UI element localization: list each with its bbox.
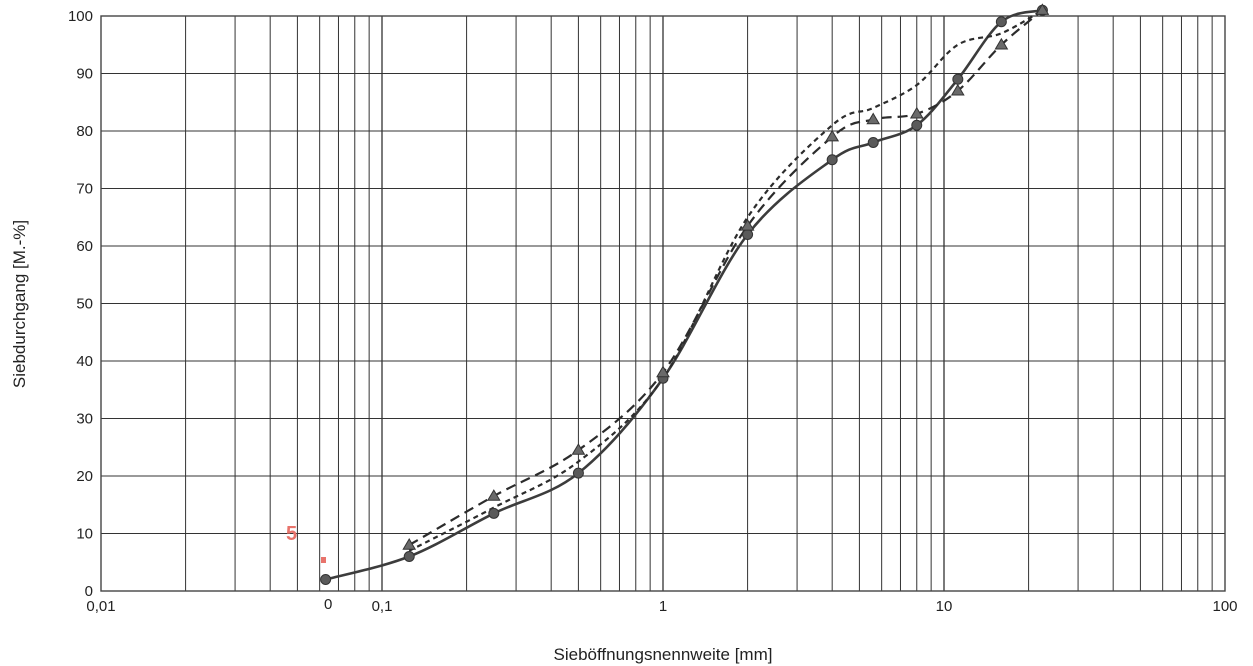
y-tick-label: 90: [76, 66, 93, 83]
data-point-circle: [320, 574, 332, 585]
y-tick-label: 50: [76, 296, 93, 313]
y-tick-label: 10: [76, 526, 93, 543]
data-point-circle: [826, 154, 838, 166]
data-point-triangle: [571, 443, 586, 455]
red-marker: [321, 557, 326, 563]
data-point-circle: [403, 551, 415, 562]
y-tick-label: 70: [76, 181, 93, 198]
data-point-circle: [867, 137, 879, 148]
data-point-circle: [742, 229, 754, 240]
data-point-triangle: [994, 37, 1009, 50]
annotation-0: 0: [324, 596, 332, 613]
data-point-circle: [995, 16, 1007, 28]
data-point-triangle: [950, 83, 965, 96]
data-point-triangle: [656, 365, 670, 378]
x-tick-label: 0,01: [86, 598, 115, 615]
data-point-triangle: [825, 129, 840, 142]
y-tick-label: 60: [76, 238, 93, 255]
x-tick-label: 10: [936, 598, 953, 615]
x-tick-label: 100: [1212, 598, 1237, 615]
annotation-5: 5: [286, 523, 297, 545]
x-tick-label: 0,1: [372, 598, 393, 615]
y-tick-label: 40: [76, 353, 93, 370]
data-point-triangle: [909, 106, 924, 119]
x-axis-title: Sieböffnungsnennweite [mm]: [554, 645, 773, 664]
plot-frame: [100, 15, 1226, 592]
data-point-circle: [952, 73, 964, 85]
data-point-circle: [911, 119, 923, 131]
data-point-triangle: [1035, 3, 1050, 15]
data-point-circle: [572, 467, 584, 479]
y-tick-label: 100: [68, 8, 93, 25]
y-tick-label: 0: [85, 583, 93, 600]
y-tick-label: 80: [76, 123, 93, 140]
marker-layer: [320, 3, 1050, 585]
series-line-3-dotted: [408, 9, 1043, 552]
grid: [101, 16, 1225, 591]
data-point-triangle: [866, 112, 881, 125]
data-point-triangle: [486, 489, 501, 501]
data-point-circle: [488, 507, 500, 519]
x-tick-label: 1: [659, 598, 667, 615]
data-point-triangle: [740, 218, 755, 231]
y-tick-label: 30: [76, 411, 93, 428]
y-axis-title: Siebdurchgang [M.-%]: [10, 220, 29, 388]
data-point-triangle: [402, 538, 417, 550]
y-tick-label: 20: [76, 468, 93, 485]
